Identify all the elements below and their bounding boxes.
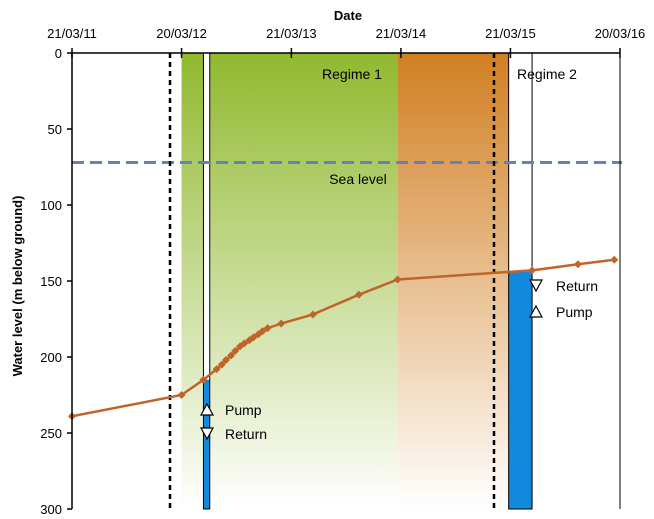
y-tick-label: 0 bbox=[55, 46, 62, 61]
return-triangle-down-icon bbox=[528, 279, 544, 293]
pump-triangle-up-icon bbox=[199, 402, 215, 416]
pump-bar-1 bbox=[203, 379, 210, 509]
pump-bar-2 bbox=[508, 271, 533, 509]
return-label-1: Return bbox=[225, 426, 267, 442]
data-point bbox=[227, 351, 236, 360]
x-tick-label: 21/03/15 bbox=[485, 26, 536, 41]
data-point bbox=[177, 391, 186, 399]
pump-triangle-up-icon bbox=[528, 304, 544, 318]
y-axis-title: Water level (m below ground) bbox=[10, 196, 25, 377]
pump-annotation-2: Return Pump bbox=[528, 278, 598, 320]
data-point bbox=[258, 327, 267, 336]
return-triangle-down-icon bbox=[199, 427, 215, 441]
pump-label-1: Pump bbox=[225, 402, 262, 418]
x-tick-label: 20/03/16 bbox=[595, 26, 646, 41]
data-point bbox=[199, 375, 208, 384]
y-tick-label: 50 bbox=[48, 122, 62, 137]
pump-label-2: Pump bbox=[556, 304, 593, 320]
x-tick-label: 20/03/12 bbox=[156, 26, 207, 41]
regime-2-label: Regime 2 bbox=[517, 66, 577, 82]
pump-annotation-1: Pump Return bbox=[199, 402, 267, 442]
y-tick-label: 100 bbox=[40, 198, 62, 213]
x-tick-label: 21/03/14 bbox=[376, 26, 427, 41]
x-tick-label: 21/03/11 bbox=[47, 26, 97, 41]
return-label-2: Return bbox=[556, 278, 598, 294]
data-point bbox=[212, 365, 221, 374]
data-point bbox=[277, 319, 286, 328]
data-point bbox=[393, 275, 402, 284]
x-tick-label: 21/03/13 bbox=[266, 26, 317, 41]
regime-1-band bbox=[181, 53, 398, 509]
data-point bbox=[610, 255, 619, 264]
sea-level-label: Sea level bbox=[329, 171, 387, 187]
data-point bbox=[217, 360, 226, 369]
y-tick-label: 250 bbox=[40, 426, 62, 441]
data-point bbox=[263, 324, 272, 333]
data-point bbox=[240, 339, 249, 348]
regime-1-gap bbox=[203, 53, 210, 509]
data-point bbox=[231, 346, 240, 355]
axes: 21/03/11 20/03/12 21/03/13 21/03/14 21/03/15… bbox=[40, 26, 645, 517]
regime-1-label: Regime 1 bbox=[322, 66, 382, 82]
water-level-series bbox=[68, 255, 619, 421]
y-tick-label: 300 bbox=[40, 502, 62, 517]
reference-lines bbox=[72, 53, 622, 509]
data-point bbox=[354, 290, 363, 299]
data-point bbox=[221, 356, 230, 365]
data-point bbox=[573, 260, 582, 269]
pump-return-bars bbox=[202, 52, 533, 510]
x-axis-title: Date bbox=[334, 8, 362, 23]
data-point bbox=[528, 266, 537, 275]
y-tick-label: 150 bbox=[40, 274, 62, 289]
data-point bbox=[308, 310, 317, 319]
y-tick-label: 200 bbox=[40, 350, 62, 365]
